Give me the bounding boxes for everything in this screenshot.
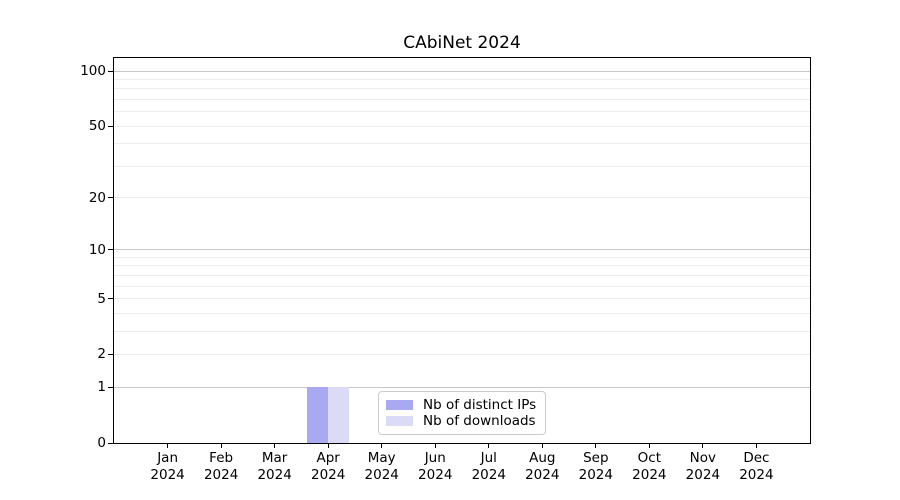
x-tick-label-line: 2024	[578, 466, 613, 483]
minor-grid-line	[114, 312, 810, 314]
bar-nb-of-downloads	[328, 387, 350, 443]
minor-grid-line	[114, 197, 810, 199]
minor-grid-line	[114, 143, 810, 145]
x-tick-mark	[595, 443, 597, 448]
legend-label-distinct-ips: Nb of distinct IPs	[423, 397, 537, 413]
x-tick-label-line: Jan	[157, 450, 178, 466]
y-tick-label: 0	[97, 435, 106, 451]
chart-title: CAbiNet 2024	[403, 33, 521, 53]
x-tick-label: Sep 2024	[551, 450, 641, 483]
x-tick-mark	[755, 443, 757, 448]
plot-area: Nb of distinct IPs Nb of downloads	[113, 57, 811, 444]
x-tick-label-line: 2024	[471, 466, 506, 483]
legend-label-downloads: Nb of downloads	[423, 413, 536, 429]
x-tick-label-line: 2024	[632, 466, 667, 483]
x-tick-label-line: Jul	[480, 450, 497, 466]
y-tick-label: 50	[88, 118, 106, 135]
x-tick-label-line: May	[367, 450, 396, 466]
major-grid-line	[114, 249, 810, 251]
x-tick-label-line: Feb	[209, 450, 234, 466]
x-tick-label: Oct 2024	[604, 450, 694, 483]
x-tick-mark	[434, 443, 436, 448]
x-tick-label: Jan 2024	[123, 450, 213, 483]
x-tick-label: Mar 2024	[230, 450, 320, 483]
y-tick-label: 100	[80, 63, 106, 80]
x-tick-label: Dec 2024	[711, 450, 801, 483]
minor-grid-line	[114, 257, 810, 258]
x-tick-mark	[327, 443, 329, 448]
x-tick-label-line: Dec	[743, 450, 770, 466]
minor-grid-line	[114, 99, 810, 101]
legend-swatch-distinct-ips	[386, 400, 413, 410]
major-grid-line	[114, 386, 810, 388]
x-tick-mark	[381, 443, 383, 448]
x-tick-label-line: 2024	[418, 466, 453, 483]
minor-grid-line	[114, 125, 810, 127]
minor-grid-line	[114, 285, 810, 287]
x-tick-mark	[541, 443, 543, 448]
x-tick-label: Apr 2024	[283, 450, 373, 483]
minor-grid-line	[114, 274, 810, 276]
legend-item-downloads: Nb of downloads	[386, 413, 536, 429]
x-tick-label-line: 2024	[685, 466, 721, 483]
x-tick-label-line: Apr	[316, 450, 340, 466]
y-tick-label: 2	[97, 346, 106, 363]
y-tick-label: 1	[97, 379, 106, 396]
minor-grid-line	[114, 88, 810, 90]
x-tick-label: Nov 2024	[658, 450, 748, 483]
x-tick-label-line: 2024	[364, 466, 399, 483]
y-tick-mark	[108, 353, 113, 355]
y-tick-label: 5	[97, 290, 106, 307]
minor-grid-line	[114, 79, 810, 81]
minor-grid-line	[114, 111, 810, 113]
y-tick-mark	[108, 298, 113, 300]
x-tick-mark	[488, 443, 490, 448]
minor-grid-line	[114, 265, 810, 267]
x-tick-label-line: 2024	[739, 466, 774, 483]
legend-item-distinct-ips: Nb of distinct IPs	[386, 397, 536, 413]
x-tick-label: May 2024	[337, 450, 427, 483]
minor-grid-line	[114, 165, 810, 167]
x-tick-label-line: Oct	[637, 450, 662, 466]
x-tick-label-line: Nov	[689, 450, 717, 466]
y-tick-label: 10	[88, 241, 106, 258]
x-tick-label-line: 2024	[257, 466, 292, 483]
y-tick-mark	[108, 125, 113, 127]
y-tick-mark	[108, 249, 113, 251]
x-tick-label-line: Mar	[261, 450, 288, 466]
minor-grid-line	[114, 353, 810, 355]
minor-grid-line	[114, 330, 810, 332]
major-grid-line	[114, 70, 810, 72]
x-tick-label-line: 2024	[150, 466, 185, 483]
y-tick-mark	[108, 386, 113, 388]
y-tick-mark	[108, 197, 113, 199]
y-tick-mark	[108, 442, 113, 444]
x-tick-mark	[648, 443, 650, 448]
x-tick-mark	[702, 443, 704, 448]
x-tick-label-line: Jun	[424, 450, 446, 466]
x-tick-label-line: 2024	[525, 466, 560, 483]
y-tick-label: 20	[88, 189, 106, 206]
legend: Nb of distinct IPs Nb of downloads	[378, 391, 547, 435]
bar-nb-of-distinct-ips	[307, 387, 329, 443]
legend-swatch-downloads	[386, 416, 413, 426]
x-tick-label-line: 2024	[203, 466, 239, 483]
x-tick-mark	[167, 443, 169, 448]
x-tick-label: Feb 2024	[176, 450, 266, 483]
x-tick-label: Jul 2024	[444, 450, 534, 483]
y-tick-mark	[108, 70, 113, 72]
x-tick-mark	[220, 443, 222, 448]
x-tick-label-line: Aug	[529, 450, 556, 466]
x-tick-label: Aug 2024	[497, 450, 587, 483]
minor-grid-line	[114, 298, 810, 300]
x-tick-mark	[274, 443, 276, 448]
x-tick-label: Jun 2024	[390, 450, 480, 483]
x-tick-label-line: Sep	[583, 450, 609, 466]
x-tick-label-line: 2024	[310, 466, 346, 483]
